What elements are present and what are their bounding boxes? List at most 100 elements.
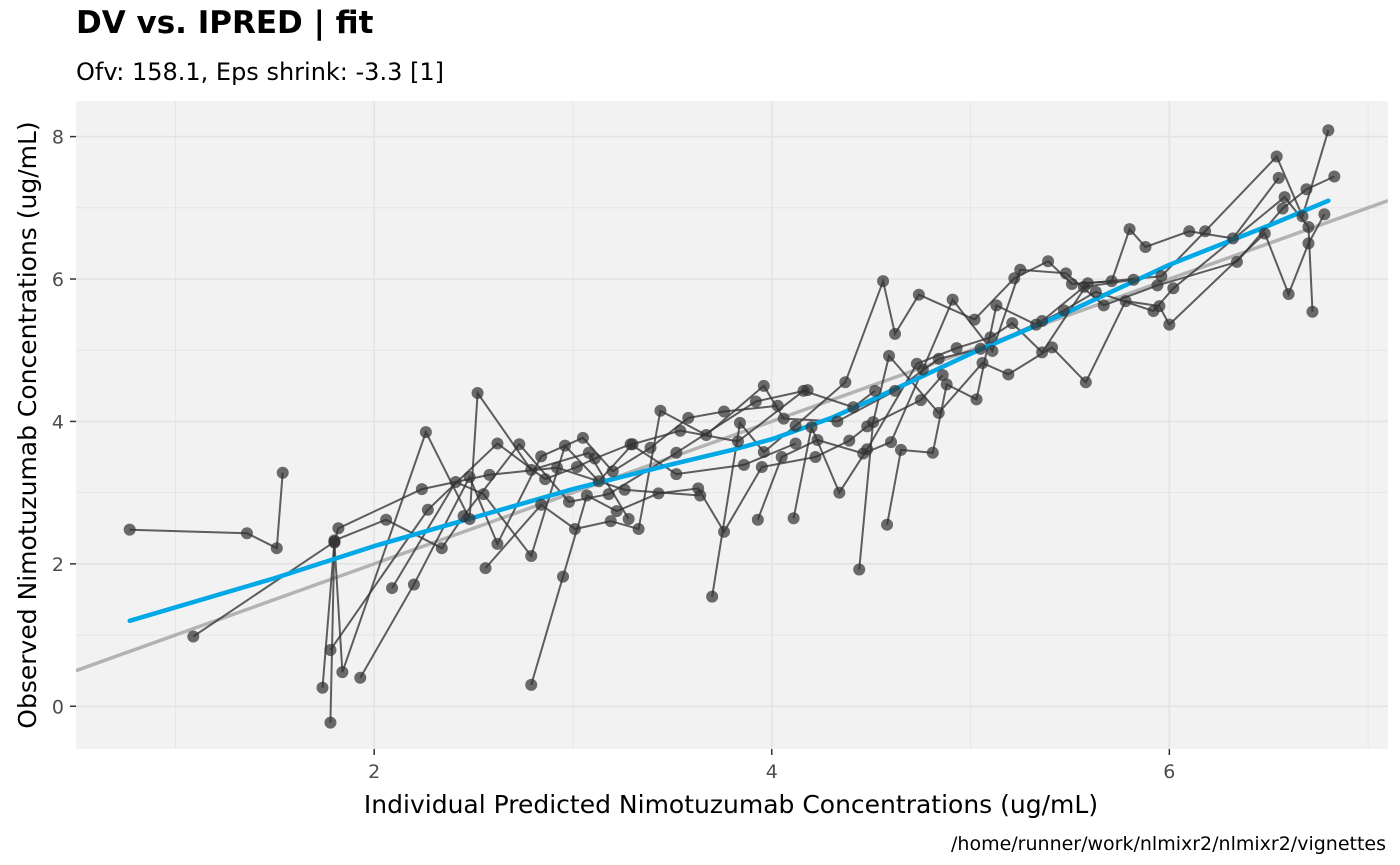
data-point	[757, 446, 770, 459]
data-point	[1258, 227, 1271, 240]
data-point	[525, 678, 538, 691]
data-point	[775, 451, 788, 464]
data-point	[1163, 318, 1176, 331]
data-point	[240, 527, 253, 540]
data-point	[491, 437, 504, 450]
data-point	[1226, 232, 1239, 245]
data-point	[914, 394, 927, 407]
data-point	[883, 349, 896, 362]
data-point	[912, 288, 925, 301]
data-point	[811, 433, 824, 446]
data-point	[1123, 223, 1136, 236]
data-point	[604, 515, 617, 528]
data-point	[559, 439, 572, 452]
data-point	[1057, 304, 1070, 317]
data-point	[324, 644, 337, 657]
data-point	[946, 293, 959, 306]
data-point	[610, 505, 623, 518]
data-point	[535, 498, 548, 511]
data-point	[557, 570, 570, 583]
data-layer	[76, 124, 1388, 729]
data-point	[1278, 191, 1291, 204]
data-point	[751, 513, 764, 526]
data-point	[618, 483, 631, 496]
data-point	[463, 470, 476, 483]
data-point	[328, 534, 341, 547]
data-point	[737, 458, 750, 471]
data-point	[831, 415, 844, 428]
data-point	[449, 475, 462, 488]
data-point	[877, 275, 890, 288]
data-point	[1127, 273, 1140, 286]
y-tick-label: 4	[52, 411, 64, 433]
data-point	[576, 431, 589, 444]
data-point	[1139, 240, 1152, 253]
data-point	[771, 399, 784, 412]
data-point	[718, 525, 731, 538]
data-point	[1079, 376, 1092, 389]
data-point	[692, 482, 705, 495]
data-point	[1302, 221, 1315, 234]
data-point	[797, 384, 810, 397]
data-point	[805, 421, 818, 434]
data-point	[421, 503, 434, 516]
data-point	[606, 465, 619, 478]
y-axis-ticks: 0 2 4 6 8	[52, 127, 76, 718]
data-point	[551, 461, 564, 474]
data-point	[1105, 275, 1118, 288]
data-point	[1302, 237, 1315, 250]
data-point	[1306, 305, 1319, 318]
data-point	[525, 463, 538, 476]
x-axis-title: Individual Predicted Nimotuzumab Concent…	[364, 790, 1098, 819]
subject-line	[329, 442, 796, 651]
data-point	[1036, 346, 1049, 359]
data-point	[187, 630, 200, 643]
data-point	[1030, 318, 1043, 331]
data-point	[1042, 255, 1055, 268]
data-point	[270, 542, 283, 555]
y-tick-label: 2	[52, 554, 64, 576]
data-point	[479, 562, 492, 575]
x-tick-label: 2	[368, 761, 380, 783]
data-point	[839, 376, 852, 389]
data-point	[471, 386, 484, 399]
data-point	[1119, 295, 1132, 308]
data-point	[932, 406, 945, 419]
data-point	[419, 426, 432, 439]
data-point	[457, 510, 470, 523]
subject-line	[129, 472, 284, 550]
data-point	[1272, 171, 1285, 184]
data-point	[602, 488, 615, 501]
data-point	[1270, 150, 1283, 163]
data-point	[1147, 305, 1160, 318]
data-point	[1046, 341, 1059, 354]
data-point	[570, 461, 583, 474]
data-point	[435, 542, 448, 555]
data-point	[1081, 277, 1094, 290]
data-point	[535, 450, 548, 463]
data-point	[976, 357, 989, 370]
data-point	[380, 513, 393, 526]
data-point	[644, 441, 657, 454]
data-point	[1097, 299, 1110, 312]
data-point	[324, 716, 337, 729]
chart-title: DV vs. IPRED | fit	[76, 5, 374, 41]
data-point	[568, 522, 581, 535]
data-point	[670, 468, 683, 481]
data-point	[881, 518, 894, 531]
data-point	[670, 446, 683, 459]
data-point	[622, 512, 635, 525]
data-point	[592, 475, 605, 488]
data-point	[652, 487, 665, 500]
data-point	[867, 416, 880, 429]
data-point	[588, 452, 601, 465]
plot-panel	[76, 101, 1388, 749]
data-point	[869, 384, 882, 397]
grid-lines	[76, 101, 1388, 749]
data-point	[336, 666, 349, 679]
data-point	[354, 671, 367, 684]
data-point	[889, 384, 902, 397]
data-point	[682, 411, 695, 424]
data-point	[316, 681, 329, 694]
x-tick-label: 6	[1163, 761, 1175, 783]
